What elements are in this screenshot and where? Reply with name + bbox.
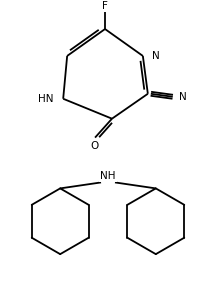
Text: N: N	[179, 92, 186, 102]
Text: F: F	[102, 1, 108, 11]
Text: N: N	[152, 51, 160, 61]
Text: HN: HN	[38, 94, 53, 104]
Text: O: O	[90, 140, 98, 151]
Text: NH: NH	[100, 171, 116, 181]
